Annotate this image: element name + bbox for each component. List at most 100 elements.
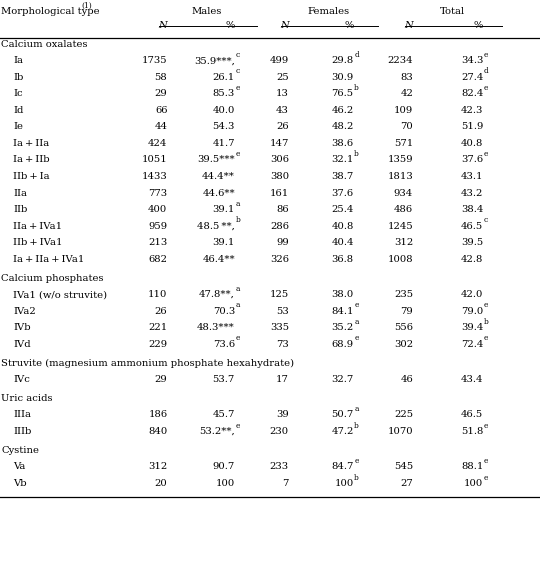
Text: 47.2: 47.2 — [332, 427, 354, 436]
Text: 42.8: 42.8 — [461, 255, 483, 264]
Text: 486: 486 — [394, 205, 413, 214]
Text: 326: 326 — [270, 255, 289, 264]
Text: 70.3: 70.3 — [213, 307, 235, 316]
Text: 545: 545 — [394, 462, 413, 471]
Text: 39.4: 39.4 — [461, 323, 483, 332]
Text: IIb + IVa1: IIb + IVa1 — [13, 238, 63, 247]
Text: Females: Females — [307, 7, 349, 16]
Text: 54.3: 54.3 — [213, 122, 235, 131]
Text: 186: 186 — [148, 411, 167, 420]
Text: IVa1 (w/o struvite): IVa1 (w/o struvite) — [13, 290, 107, 299]
Text: 53: 53 — [276, 307, 289, 316]
Text: Ia + IIb: Ia + IIb — [13, 155, 50, 164]
Text: 38.6: 38.6 — [332, 139, 354, 148]
Text: 83: 83 — [400, 73, 413, 82]
Text: N: N — [280, 21, 289, 30]
Text: IVa2: IVa2 — [13, 307, 36, 316]
Text: b: b — [354, 150, 359, 158]
Text: IIIb: IIIb — [13, 427, 31, 436]
Text: 27: 27 — [400, 479, 413, 488]
Text: 82.4: 82.4 — [461, 89, 483, 98]
Text: 312: 312 — [394, 238, 413, 247]
Text: 1070: 1070 — [388, 427, 413, 436]
Text: 43.1: 43.1 — [461, 172, 483, 181]
Text: 42: 42 — [400, 89, 413, 98]
Text: 46.2: 46.2 — [332, 106, 354, 115]
Text: 400: 400 — [148, 205, 167, 214]
Text: 32.1: 32.1 — [332, 155, 354, 164]
Text: 32.7: 32.7 — [332, 375, 354, 384]
Text: 44.6**: 44.6** — [202, 188, 235, 197]
Text: 84.1: 84.1 — [331, 307, 354, 316]
Text: e: e — [235, 150, 240, 158]
Text: 37.6: 37.6 — [332, 188, 354, 197]
Text: Ia + IIa: Ia + IIa — [13, 139, 49, 148]
Text: 38.0: 38.0 — [332, 290, 354, 299]
Text: 959: 959 — [148, 222, 167, 231]
Text: Va: Va — [13, 462, 25, 471]
Text: 25.4: 25.4 — [332, 205, 354, 214]
Text: 50.7: 50.7 — [332, 411, 354, 420]
Text: 79: 79 — [400, 307, 413, 316]
Text: 43.4: 43.4 — [461, 375, 483, 384]
Text: e: e — [484, 51, 488, 59]
Text: Ia + IIa + IVa1: Ia + IIa + IVa1 — [13, 255, 84, 264]
Text: 286: 286 — [270, 222, 289, 231]
Text: 380: 380 — [270, 172, 289, 181]
Text: 43.2: 43.2 — [461, 188, 483, 197]
Text: Ie: Ie — [13, 122, 23, 131]
Text: N: N — [404, 21, 413, 30]
Text: 26: 26 — [276, 122, 289, 131]
Text: IVc: IVc — [13, 375, 30, 384]
Text: e: e — [235, 84, 240, 92]
Text: 7: 7 — [282, 479, 289, 488]
Text: d: d — [354, 51, 359, 59]
Text: N: N — [159, 21, 167, 30]
Text: 40.8: 40.8 — [461, 139, 483, 148]
Text: 125: 125 — [269, 290, 289, 299]
Text: 70: 70 — [400, 122, 413, 131]
Text: 85.3: 85.3 — [213, 89, 235, 98]
Text: 100: 100 — [215, 479, 235, 488]
Text: e: e — [484, 301, 488, 309]
Text: 48.3***: 48.3*** — [197, 323, 235, 332]
Text: %: % — [226, 21, 235, 30]
Text: 39.5***: 39.5*** — [197, 155, 235, 164]
Text: 53.7: 53.7 — [213, 375, 235, 384]
Text: 499: 499 — [269, 56, 289, 65]
Text: 45.7: 45.7 — [213, 411, 235, 420]
Text: 90.7: 90.7 — [213, 462, 235, 471]
Text: 42.0: 42.0 — [461, 290, 483, 299]
Text: 72.4: 72.4 — [461, 340, 483, 349]
Text: IIb + Ia: IIb + Ia — [13, 172, 50, 181]
Text: 46.5: 46.5 — [461, 222, 483, 231]
Text: e: e — [354, 334, 359, 342]
Text: 51.9: 51.9 — [461, 122, 483, 131]
Text: 40.8: 40.8 — [332, 222, 354, 231]
Text: 39.5: 39.5 — [461, 238, 483, 247]
Text: 86: 86 — [276, 205, 289, 214]
Text: 26.1: 26.1 — [213, 73, 235, 82]
Text: Ic: Ic — [13, 89, 23, 98]
Text: 38.4: 38.4 — [461, 205, 483, 214]
Text: 109: 109 — [394, 106, 413, 115]
Text: 225: 225 — [394, 411, 413, 420]
Text: %: % — [474, 21, 483, 30]
Text: e: e — [484, 473, 488, 481]
Text: 35.9***,: 35.9***, — [194, 56, 235, 65]
Text: 73: 73 — [276, 340, 289, 349]
Text: Calcium oxalates: Calcium oxalates — [1, 40, 87, 49]
Text: 571: 571 — [394, 139, 413, 148]
Text: a: a — [354, 318, 359, 326]
Text: e: e — [484, 334, 488, 342]
Text: 40.0: 40.0 — [213, 106, 235, 115]
Text: Vb: Vb — [13, 479, 26, 488]
Text: b: b — [484, 318, 489, 326]
Text: 37.6: 37.6 — [461, 155, 483, 164]
Text: 51.8: 51.8 — [461, 427, 483, 436]
Text: Total: Total — [440, 7, 465, 16]
Text: IVd: IVd — [13, 340, 31, 349]
Text: 35.2: 35.2 — [332, 323, 354, 332]
Text: 229: 229 — [148, 340, 167, 349]
Text: Uric acids: Uric acids — [1, 394, 52, 403]
